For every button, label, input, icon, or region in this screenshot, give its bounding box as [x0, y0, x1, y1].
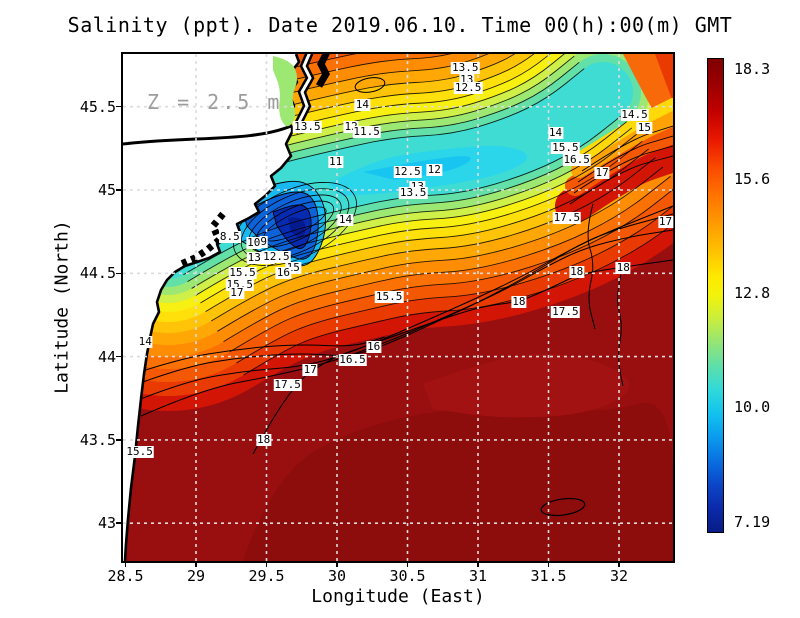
contour-label: 18 [511, 294, 527, 308]
y-tick-mark [116, 355, 123, 358]
colorbar-tick-label: 12.8 [734, 284, 771, 303]
contour-label: 18 [615, 261, 631, 275]
contour-label: 16 [275, 266, 292, 280]
y-tick-label: 44 [97, 347, 116, 366]
x-tick-label: 31.5 [530, 567, 567, 585]
x-tick-mark [406, 561, 409, 567]
contour-label: 12.5 [393, 164, 422, 178]
contour-label: 17 [594, 166, 610, 180]
y-tick-mark [116, 105, 123, 108]
x-tick-label: 31 [468, 567, 488, 585]
x-tick-mark [336, 561, 338, 567]
y-tick-mark [116, 272, 123, 275]
contour-label: 14 [547, 126, 564, 140]
contour-label: 12.5 [262, 249, 291, 263]
colorbar-tick-label: 18.3 [734, 59, 771, 78]
contour-label: 16 [366, 339, 382, 353]
contour-label: 15.5 [228, 266, 257, 280]
contour-label: 17 [302, 362, 318, 376]
contour-label: 17.5 [273, 377, 302, 391]
x-tick-label: 29 [186, 567, 206, 585]
x-tick-label: 30 [327, 567, 347, 585]
x-tick-label: 32 [609, 567, 629, 585]
contour-label: 14.5 [620, 108, 649, 122]
contour-label: 14 [337, 212, 354, 226]
y-tick-label: 45.5 [79, 97, 116, 116]
x-tick-mark [265, 561, 268, 567]
x-tick-label: 28.5 [107, 567, 144, 585]
x-tick-label: 30.5 [389, 567, 426, 585]
y-tick-mark [116, 189, 123, 191]
contour-label: 8.5 [218, 229, 241, 243]
contour-label: 15.5 [551, 141, 580, 155]
contour-label: 13.5 [451, 61, 480, 75]
contour-label: 16.5 [562, 153, 591, 166]
depth-annotation: Z = 2.5 m [147, 90, 283, 114]
land-mask [123, 54, 330, 561]
y-tick-label: 43 [97, 514, 116, 533]
colorbar-tick-label: 15.6 [734, 170, 771, 189]
y-tick-mark [116, 439, 123, 441]
contour-label: 17.5 [552, 211, 582, 225]
contour-label: 15.5 [125, 444, 154, 458]
y-tick-label: 45 [97, 181, 116, 199]
contour-label: 17.5 [551, 304, 580, 318]
x-tick-label: 29.5 [248, 567, 285, 585]
contour-label: 15 [636, 121, 652, 135]
contour-label: 16.5 [338, 352, 367, 366]
x-axis-title: Longitude (East) [311, 586, 485, 607]
y-tick-mark [116, 522, 123, 524]
contour-label: 17 [657, 214, 674, 228]
y-tick-label: 44.5 [79, 264, 116, 283]
contour-label: 15.5 [374, 289, 404, 303]
contour-label: 14 [354, 98, 370, 112]
contour-label: 13.5 [293, 119, 322, 133]
x-tick-mark [547, 561, 550, 567]
y-tick-label: 43.5 [79, 430, 116, 449]
x-tick-mark [195, 561, 197, 567]
contour-label: 13.5 [398, 186, 428, 200]
contour-label: 11.5 [352, 124, 381, 138]
x-tick-mark [124, 561, 127, 567]
contour-label: 14 [137, 334, 153, 348]
plot-area: 13.5 13 12.5 14 13.5 12 11.5 14 14.5 15 15.5 16.5 11… [121, 52, 675, 563]
contour-label: 10 [246, 236, 262, 250]
colorbar-tick-label: 10.0 [734, 398, 771, 417]
contour-label: 18 [256, 432, 272, 446]
colorbar-tick-label: 7.19 [734, 512, 771, 531]
gridlines [123, 54, 673, 561]
contour-label: 12.5 [453, 81, 483, 95]
contour-label: 11 [327, 154, 344, 168]
contour-label: 9 [259, 234, 268, 248]
y-axis-title: Latitude (North) [51, 220, 73, 394]
chart-title: Salinity (ppt). Date 2019.06.10. Time 00… [67, 13, 733, 37]
contour-label: 17 [229, 286, 245, 300]
colorbar [707, 58, 724, 533]
x-tick-mark [477, 561, 479, 567]
contour-label: 12 [426, 163, 442, 176]
salinity-field-map [123, 54, 673, 561]
x-tick-mark [618, 561, 620, 567]
contour-label: 18 [569, 264, 585, 278]
